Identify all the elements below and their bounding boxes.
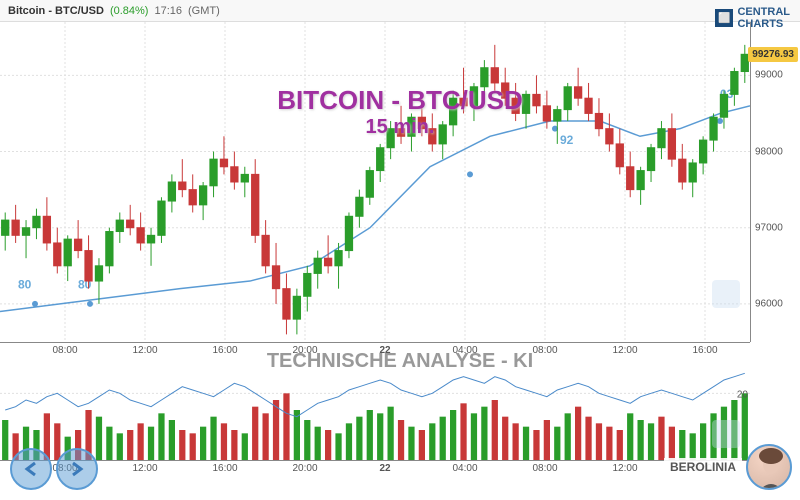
main-candlestick-chart[interactable]: 80809203: [0, 22, 750, 342]
nav-next-button[interactable]: [56, 448, 98, 490]
svg-text:92: 92: [560, 133, 574, 147]
pct-change: (0.84%): [110, 5, 149, 17]
timestamp: 17:16: [154, 5, 182, 17]
x-axis-main: 08:0012:0016:0020:002204:0008:0012:0016:…: [0, 342, 750, 360]
avatar-image: [746, 444, 792, 490]
timezone: (GMT): [188, 5, 220, 17]
symbol-label: Bitcoin - BTC/USD: [8, 5, 104, 17]
avatar-name: BEROLINIA: [664, 458, 742, 476]
chart-tool-icon[interactable]: [712, 280, 740, 308]
x-axis-sub: 08:0012:0016:0020:002204:0008:0012:0016:…: [0, 460, 750, 478]
volume-oscillator-chart[interactable]: 20: [0, 360, 750, 460]
assistant-avatar[interactable]: BEROLINIA: [736, 444, 792, 492]
svg-text:80: 80: [18, 278, 32, 292]
chart-header: Bitcoin - BTC/USD (0.84%) 17:16 (GMT): [0, 0, 800, 22]
logo-text-1: CENTRAL: [737, 6, 790, 18]
current-price-tag: 99276.93: [748, 47, 798, 62]
svg-text:20: 20: [737, 389, 749, 400]
nav-prev-button[interactable]: [10, 448, 52, 490]
y-axis: 96000970009800099000: [750, 22, 800, 342]
